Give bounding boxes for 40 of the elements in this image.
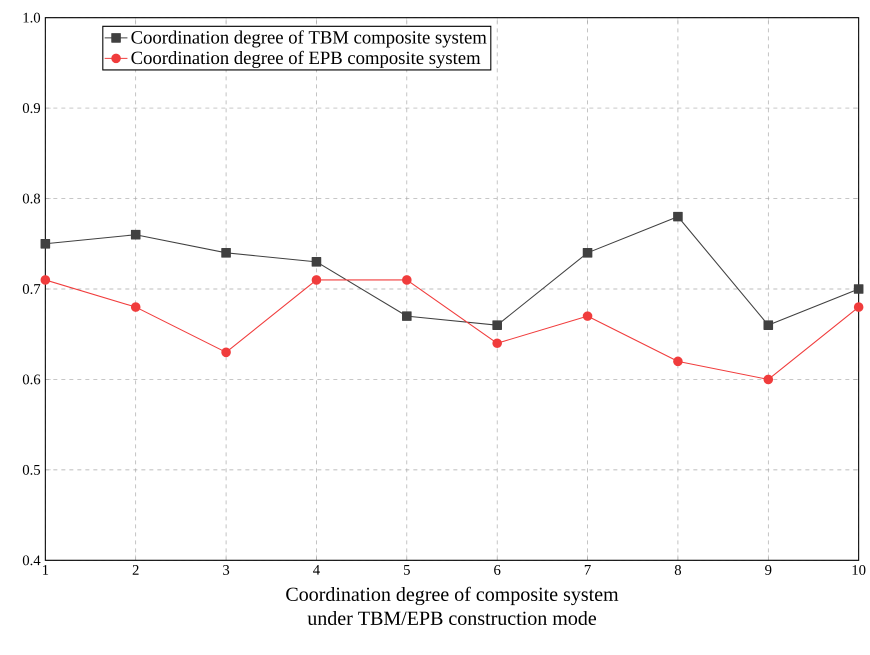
point bbox=[402, 311, 412, 321]
x-tick-label: 2 bbox=[132, 565, 139, 575]
point bbox=[673, 212, 683, 222]
y-tick-label: 0.7 bbox=[22, 284, 40, 294]
x-tick-label: 5 bbox=[404, 565, 410, 575]
point bbox=[130, 230, 141, 240]
legend-label: Coordination degree of TBM composite system bbox=[131, 30, 487, 48]
point bbox=[582, 248, 592, 258]
point bbox=[402, 275, 412, 285]
point bbox=[492, 320, 502, 330]
y-tick-label: 0.5 bbox=[22, 464, 40, 475]
x-tick-label: 4 bbox=[313, 565, 320, 575]
point bbox=[763, 374, 774, 384]
point bbox=[854, 302, 864, 312]
point bbox=[492, 338, 502, 348]
point bbox=[312, 257, 322, 267]
point bbox=[130, 302, 141, 312]
x-tick-label: 10 bbox=[852, 565, 866, 575]
x-tick-label: 3 bbox=[223, 565, 230, 575]
y-tick-label: 0.9 bbox=[22, 103, 40, 114]
x-tick-label: 6 bbox=[494, 565, 500, 575]
point bbox=[673, 356, 683, 366]
legend-label: Coordination degree of EPB composite system bbox=[131, 50, 480, 68]
x-tick-label: 1 bbox=[42, 565, 48, 575]
point bbox=[40, 238, 50, 249]
point bbox=[40, 275, 50, 285]
x-tick-label: 7 bbox=[584, 565, 591, 575]
point bbox=[221, 347, 231, 358]
y-tick-label: 1.0 bbox=[24, 12, 40, 23]
y-tick-label: 0.6 bbox=[22, 374, 40, 384]
x-tick-label: 9 bbox=[765, 565, 772, 575]
x-tick-label: 8 bbox=[674, 565, 682, 575]
point bbox=[763, 320, 774, 330]
y-tick-label: 0.4 bbox=[22, 555, 40, 566]
point bbox=[221, 248, 231, 258]
point bbox=[582, 311, 592, 321]
y-tick-label: 0.8 bbox=[22, 194, 40, 204]
x-axis-title: Coordination degree of composite system under TBM/EPB construction mode bbox=[286, 586, 618, 626]
point bbox=[854, 284, 864, 294]
point bbox=[312, 275, 322, 285]
